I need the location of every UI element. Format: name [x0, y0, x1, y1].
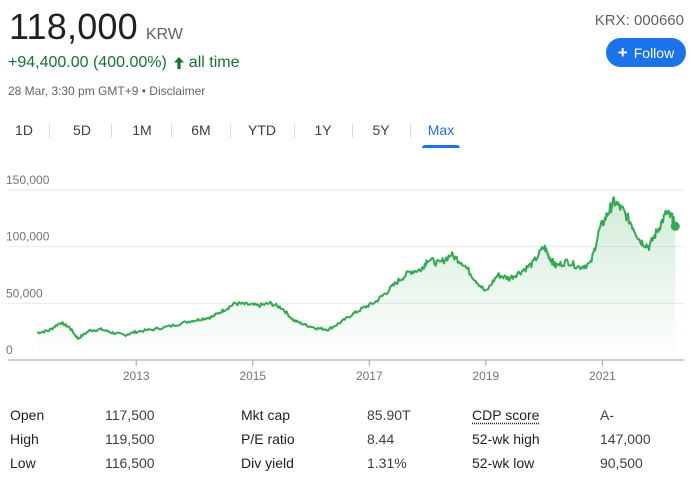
disclaimer-link[interactable]: Disclaimer: [149, 84, 206, 98]
change-period: all time: [188, 54, 240, 71]
currency-code: KRW: [145, 26, 183, 43]
x-tick-label: 2017: [356, 369, 383, 383]
price-block: 118,000 KRW: [9, 6, 183, 48]
tab-6m[interactable]: 6M: [191, 122, 211, 138]
price-line: [36, 196, 677, 340]
quote-meta: 28 Mar, 3:30 pm GMT+9 • Disclaimer: [8, 84, 205, 98]
stat-open-label: Open: [10, 407, 45, 423]
tab-divider: [171, 124, 172, 138]
tab-divider: [410, 124, 411, 138]
tab-1y[interactable]: 1Y: [314, 122, 332, 138]
tab-divider: [352, 124, 353, 138]
y-tick-label: 100,000: [6, 230, 50, 244]
tab-5y[interactable]: 5Y: [372, 122, 390, 138]
stat-52wklow-label: 52-wk low: [472, 455, 535, 471]
stat-52wklow-value: 90,500: [600, 455, 643, 471]
latest-price-dot: [670, 221, 680, 231]
x-tick-label: 2021: [589, 369, 616, 383]
tab-divider: [294, 124, 295, 138]
stat-pe-label: P/E ratio: [241, 431, 295, 447]
tab-divider: [111, 124, 112, 138]
arrow-up-icon: [173, 56, 185, 70]
x-tick-label: 2013: [123, 369, 150, 383]
tab-divider: [49, 124, 50, 138]
stat-low-value: 116,500: [105, 455, 155, 471]
stat-cdp-label[interactable]: CDP score: [472, 407, 540, 423]
tab-5d[interactable]: 5D: [73, 122, 91, 138]
follow-button[interactable]: + Follow: [606, 38, 686, 67]
tab-1d[interactable]: 1D: [15, 122, 33, 138]
stat-mktcap-label: Mkt cap: [241, 407, 291, 423]
x-tick-label: 2019: [473, 369, 500, 383]
plus-icon: +: [617, 43, 628, 62]
price-change: +94,400.00 (400.00%) all time: [8, 54, 239, 72]
quote-timestamp: 28 Mar, 3:30 pm GMT+9: [8, 84, 139, 98]
stat-52wkhigh-value: 147,000: [600, 431, 651, 447]
stat-high-label: High: [10, 431, 39, 447]
follow-label: Follow: [633, 44, 675, 61]
stat-divyield-value: 1.31%: [367, 455, 407, 471]
y-tick-label: 150,000: [6, 173, 50, 187]
y-tick-label: 0: [6, 343, 13, 357]
y-tick-label: 50,000: [6, 286, 43, 300]
range-tabs: 1D 5D 1M 6M YTD 1Y 5Y Max: [0, 114, 480, 148]
tab-max[interactable]: Max: [420, 114, 462, 148]
stat-52wkhigh-label: 52-wk high: [472, 431, 540, 447]
price-area: [37, 197, 676, 360]
ticker-symbol: KRX: 000660: [594, 12, 684, 29]
current-price: 118,000: [9, 6, 138, 47]
stat-mktcap-value: 85.90T: [367, 407, 411, 423]
stat-open-value: 117,500: [105, 407, 155, 423]
stat-cdp-value: A-: [600, 407, 614, 423]
meta-separator: •: [141, 84, 146, 98]
price-chart[interactable]: 150,000 100,000 50,000 0 2013 2015 2017 2019 202…: [0, 170, 700, 386]
x-tick-label: 2015: [239, 369, 266, 383]
tab-1m[interactable]: 1M: [132, 122, 152, 138]
change-value: +94,400.00 (400.00%): [8, 54, 167, 71]
tab-ytd[interactable]: YTD: [248, 122, 276, 138]
stat-pe-value: 8.44: [367, 431, 395, 447]
stat-divyield-label: Div yield: [241, 455, 294, 471]
stat-high-value: 119,500: [105, 431, 155, 447]
stat-low-label: Low: [10, 455, 36, 471]
tab-divider: [230, 124, 231, 138]
